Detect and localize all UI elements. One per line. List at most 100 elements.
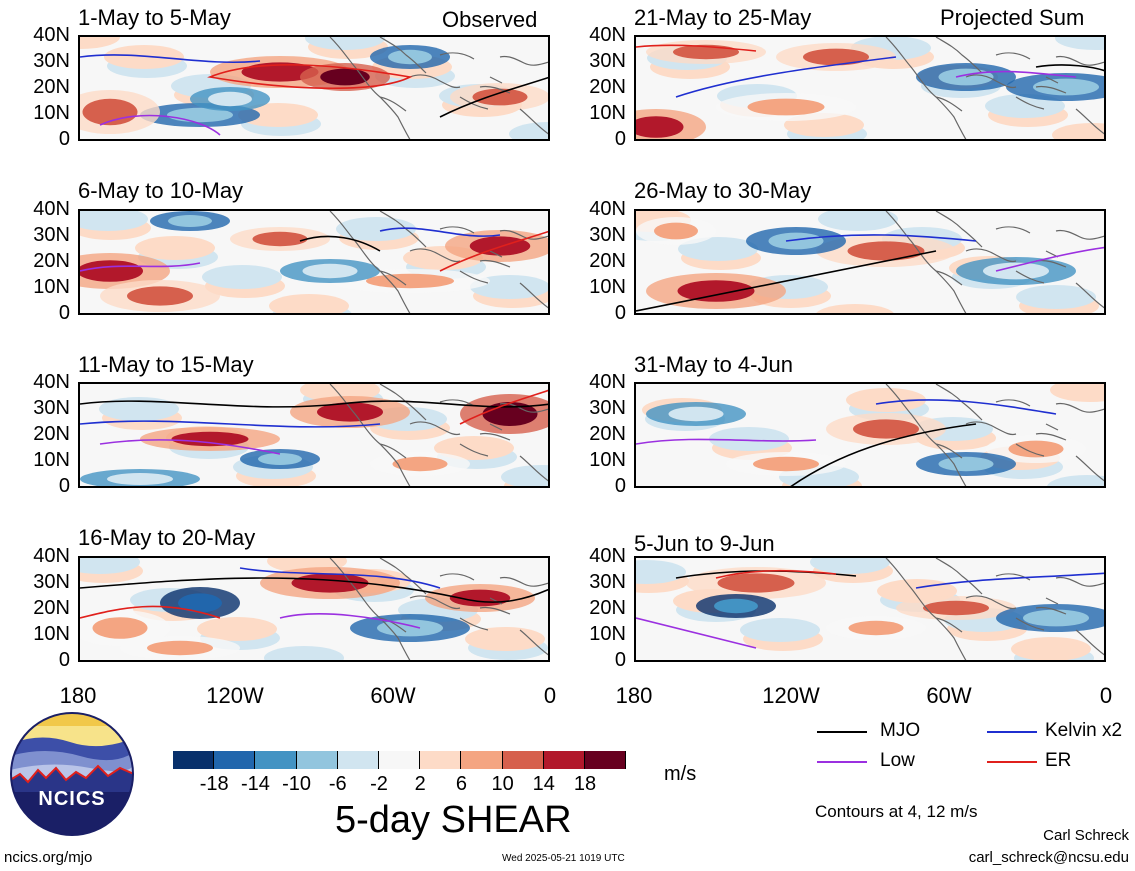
shear-shading bbox=[803, 48, 869, 66]
wave-contour bbox=[239, 567, 441, 589]
shear-shading bbox=[80, 37, 120, 49]
shear-shading bbox=[104, 45, 184, 69]
lat-label: 20N bbox=[33, 597, 70, 619]
panel-title-7: 31-May to 4-Jun bbox=[634, 352, 793, 377]
wave-contour bbox=[99, 114, 221, 136]
wave-contour bbox=[459, 389, 548, 425]
wave-contour bbox=[80, 420, 381, 428]
coastline bbox=[459, 229, 548, 284]
coastline bbox=[329, 37, 548, 139]
colorbar-cell bbox=[337, 751, 379, 769]
observed-label: Observed bbox=[442, 7, 538, 32]
lat-label: 40N bbox=[589, 545, 626, 567]
panel-title-2: 6-May to 10-May bbox=[78, 178, 244, 203]
shear-shading bbox=[107, 473, 173, 485]
lat-label: 10N bbox=[33, 276, 70, 298]
coastline bbox=[885, 37, 1104, 139]
colorbar-tick-label: 2 bbox=[414, 773, 426, 795]
colorbar-cell bbox=[296, 751, 338, 769]
lat-label: 0 bbox=[614, 128, 626, 150]
shear-shading bbox=[668, 406, 724, 422]
map-panel-6 bbox=[634, 209, 1106, 315]
shear-shading bbox=[847, 241, 925, 261]
wave-contour bbox=[379, 227, 501, 237]
wave-contour bbox=[439, 76, 548, 118]
colorbar-cell bbox=[255, 751, 297, 769]
shear-shading bbox=[810, 558, 890, 574]
legend-label-mjo: MJO bbox=[880, 720, 921, 741]
panel-title-3: 11-May to 15-May bbox=[78, 352, 254, 377]
wave-contour bbox=[785, 234, 977, 242]
shear-shading bbox=[465, 627, 545, 651]
colorbar-cell bbox=[585, 751, 627, 769]
wave-contour bbox=[715, 569, 837, 579]
lat-label: 0 bbox=[58, 302, 70, 324]
shear-shading bbox=[258, 453, 302, 465]
lat-label: 40N bbox=[33, 198, 70, 220]
shear-shading bbox=[1023, 609, 1089, 627]
colorbar-tick-label: -18 bbox=[199, 773, 229, 795]
shear-shading bbox=[1011, 637, 1091, 660]
wave-contour bbox=[675, 56, 897, 98]
legend-label-kelvin: Kelvin x2 bbox=[1045, 720, 1123, 741]
shear-shading bbox=[938, 456, 994, 472]
shear-shading bbox=[677, 280, 755, 302]
coastline bbox=[885, 558, 1104, 660]
shear-shading bbox=[317, 402, 383, 422]
shear-shading bbox=[238, 103, 318, 127]
shear-shading bbox=[853, 419, 919, 439]
coastline bbox=[885, 211, 1104, 313]
lat-label: 0 bbox=[614, 475, 626, 497]
shear-shading bbox=[305, 37, 385, 50]
shear-shading bbox=[753, 456, 819, 472]
lat-label: 40N bbox=[33, 24, 70, 46]
coastline bbox=[1015, 402, 1104, 457]
shear-shading bbox=[80, 260, 143, 282]
footer-timestamp: Wed 2025-05-21 1019 UTC bbox=[502, 853, 625, 864]
shear-shading bbox=[1047, 475, 1104, 486]
shear-shading bbox=[709, 427, 789, 451]
wave-contour bbox=[636, 617, 757, 649]
wave-contour bbox=[439, 230, 548, 272]
legend-label-low: Low bbox=[880, 750, 915, 771]
shear-shading bbox=[302, 263, 358, 279]
lat-label: 40N bbox=[33, 545, 70, 567]
lon-label-0-right: 0 bbox=[1099, 683, 1113, 708]
lon-label-180-left: 180 bbox=[59, 683, 97, 708]
shear-shading bbox=[178, 593, 222, 613]
shear-shading bbox=[678, 237, 758, 261]
shear-shading bbox=[320, 68, 370, 86]
legend-line-low bbox=[817, 761, 867, 763]
shear-shading bbox=[1008, 440, 1064, 458]
shear-shading bbox=[636, 560, 686, 584]
footer-email: carl_schreck@ncsu.edu bbox=[968, 849, 1129, 866]
wave-contour bbox=[955, 70, 1077, 78]
colorbar-tick-label: -6 bbox=[328, 773, 347, 795]
lat-label: 30N bbox=[589, 571, 626, 593]
lon-label-60w-left: 60W bbox=[370, 683, 416, 708]
shear-shading bbox=[768, 232, 824, 250]
wave-contour bbox=[80, 54, 261, 64]
lat-label: 0 bbox=[614, 302, 626, 324]
wave-contour bbox=[636, 250, 937, 312]
lat-label: 30N bbox=[33, 571, 70, 593]
shear-shading bbox=[80, 558, 140, 574]
lat-label: 20N bbox=[33, 423, 70, 445]
wave-contour bbox=[80, 605, 221, 619]
lat-label: 10N bbox=[33, 623, 70, 645]
lon-label-0-left: 0 bbox=[543, 683, 557, 708]
lat-label: 10N bbox=[589, 276, 626, 298]
wave-contour bbox=[99, 439, 281, 455]
lon-label-60w-right: 60W bbox=[926, 683, 972, 708]
shear-shading bbox=[377, 619, 443, 637]
lat-label: 10N bbox=[589, 449, 626, 471]
colorbar-cell bbox=[379, 751, 421, 769]
legend-label-er: ER bbox=[1045, 750, 1072, 771]
coastline bbox=[459, 55, 548, 110]
footer-url: ncics.org/mjo bbox=[4, 849, 93, 866]
lat-label: 20N bbox=[589, 423, 626, 445]
colorbar-tick-label: 6 bbox=[455, 773, 467, 795]
wave-contour bbox=[995, 246, 1104, 272]
coastline bbox=[1015, 576, 1104, 631]
shear-shading bbox=[1055, 37, 1104, 50]
